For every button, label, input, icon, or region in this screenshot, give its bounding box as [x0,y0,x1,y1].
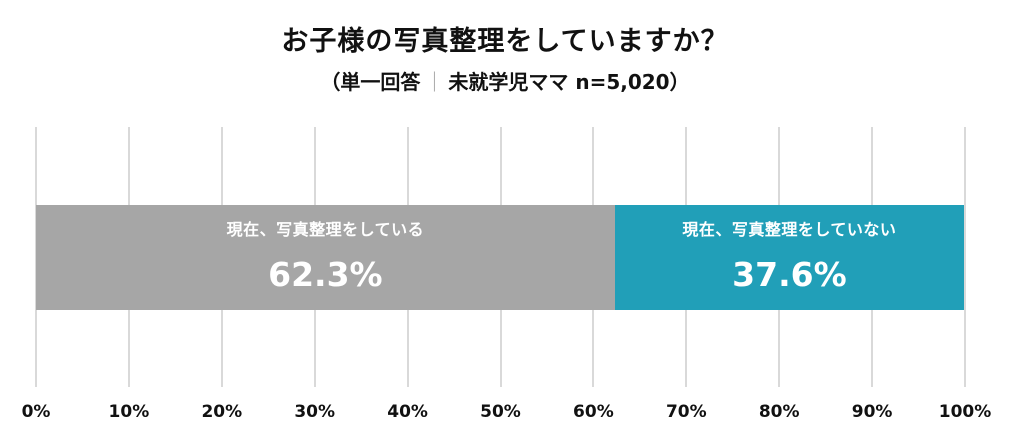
x-axis-ticks: 0% 10% 20% 30% 40% 50% 60% 70% 80% 90% 1… [22,398,992,426]
x-tick-label: 50% [480,402,521,422]
subtitle-question-type: （単一回答 [320,70,421,94]
x-tick-label: 90% [851,402,893,422]
segment-value: 37.6% [732,254,847,294]
segment-value: 62.3% [268,254,383,294]
bar-segment-not-organizing: 現在、写真整理をしていない 37.6% [614,205,965,310]
x-tick-label: 30% [294,402,336,422]
bar-segment-organizing: 現在、写真整理をしている 62.3% [36,205,615,310]
x-tick-label: 20% [201,402,243,422]
x-tick-label: 0% [21,402,51,422]
subtitle-sample: 未就学児ママ n=5,020） [448,70,690,94]
x-tick-label: 80% [758,402,800,422]
gridline [964,127,966,387]
x-tick-label: 40% [387,402,428,422]
x-tick-label: 10% [108,402,150,422]
x-tick-label: 70% [665,402,707,422]
chart-subtitle: （単一回答｜未就学児ママ n=5,020） [0,65,1010,99]
x-tick-label: 60% [573,402,614,422]
chart-title: お子様の写真整理をしていますか？ [281,26,729,57]
subtitle-separator: ｜ [424,70,445,94]
segment-label: 現在、写真整理をしている [226,219,425,239]
plot-area: 現在、写真整理をしている 62.3% 現在、写真整理をしていない 37.6% [35,127,966,387]
x-tick-label: 100% [938,402,992,422]
segment-label: 現在、写真整理をしていない [682,219,897,239]
